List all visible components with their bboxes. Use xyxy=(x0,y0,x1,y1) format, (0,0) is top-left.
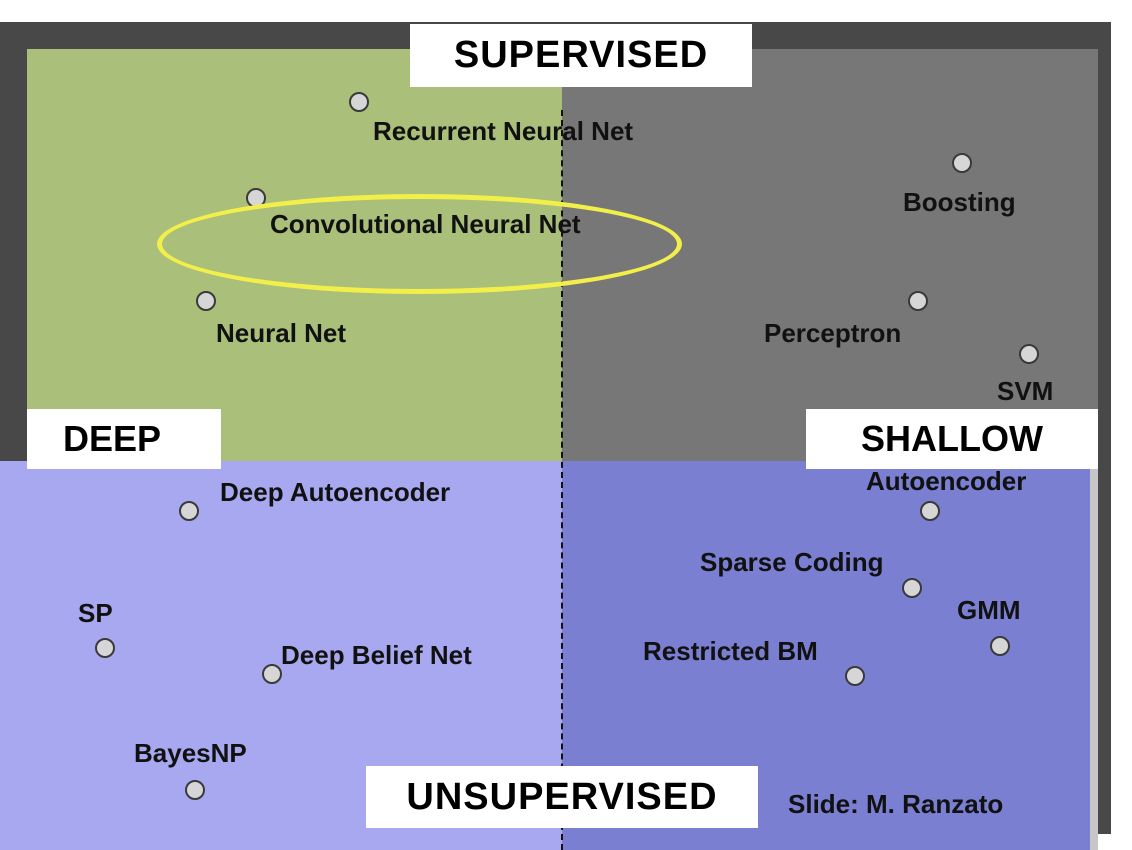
point-autoencoder xyxy=(920,501,940,521)
label-recurrent-neural-net: Recurrent Neural Net xyxy=(373,116,634,146)
point-svm xyxy=(1019,344,1039,364)
label-svm: SVM xyxy=(997,376,1054,406)
label-sparse-coding: Sparse Coding xyxy=(700,547,884,577)
point-deep-belief-net xyxy=(262,664,282,684)
label-neural-net: Neural Net xyxy=(216,318,347,348)
point-recurrent-neural-net xyxy=(349,92,369,112)
label-restricted-bm: Restricted BM xyxy=(643,636,818,666)
point-bayesnp xyxy=(185,780,205,800)
point-deep-autoencoder xyxy=(179,501,199,521)
point-sp xyxy=(95,638,115,658)
point-neural-net xyxy=(196,291,216,311)
vertical-divider xyxy=(561,110,563,850)
point-perceptron xyxy=(908,291,928,311)
label-perceptron: Perceptron xyxy=(764,318,902,348)
label-deep-belief-net: Deep Belief Net xyxy=(281,640,472,670)
banner-shallow: SHALLOW xyxy=(806,409,1098,469)
label-gmm: GMM xyxy=(957,595,1021,625)
point-boosting xyxy=(952,153,972,173)
banner-supervised: SUPERVISED xyxy=(410,24,752,87)
highlight-ellipse xyxy=(157,194,682,294)
label-sp: SP xyxy=(78,598,113,628)
right-edge-strip xyxy=(1090,461,1098,850)
banner-unsupervised: UNSUPERVISED xyxy=(366,766,758,828)
label-boosting: Boosting xyxy=(903,187,1016,217)
label-deep-autoencoder: Deep Autoencoder xyxy=(220,477,451,507)
point-sparse-coding xyxy=(902,578,922,598)
point-gmm xyxy=(990,636,1010,656)
slide-credit: Slide: M. Ranzato xyxy=(788,789,1004,819)
label-bayesnp: BayesNP xyxy=(134,738,247,768)
point-restricted-bm xyxy=(845,666,865,686)
label-autoencoder: Autoencoder xyxy=(866,466,1027,496)
banner-deep: DEEP xyxy=(27,409,221,469)
